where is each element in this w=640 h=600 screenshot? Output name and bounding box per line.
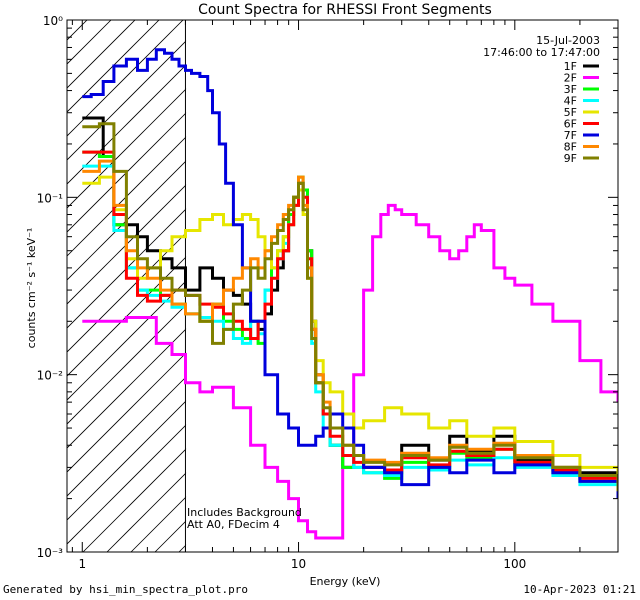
y-tick-label: 10⁻¹ bbox=[37, 191, 64, 205]
y-axis-label: counts cm⁻² s⁻¹ keV⁻¹ bbox=[25, 228, 38, 349]
hatch-line bbox=[67, 20, 232, 185]
y-tick-label: 10⁻³ bbox=[37, 546, 64, 560]
hatch-line bbox=[67, 20, 184, 137]
x-tick-label: 100 bbox=[503, 557, 526, 571]
hatch-line bbox=[0, 0, 91, 552]
legend-label-9f: 9F bbox=[564, 152, 577, 165]
time-range-label: 17:46:00 to 17:47:00 bbox=[483, 46, 600, 59]
hatched-region bbox=[0, 0, 618, 552]
plot-frame bbox=[66, 19, 619, 553]
series-line-7f bbox=[82, 48, 618, 499]
hatch-line bbox=[67, 20, 88, 41]
legend-label-8f: 8F bbox=[564, 141, 577, 154]
chart-title: Count Spectra for RHESSI Front Segments bbox=[198, 2, 492, 18]
y-tick-label: 10⁰ bbox=[43, 14, 63, 28]
legend-label-1f: 1F bbox=[564, 60, 577, 73]
hatch-line bbox=[67, 20, 160, 113]
annotation-background: Includes Background bbox=[187, 506, 302, 519]
x-tick-label: 1 bbox=[78, 557, 86, 571]
hatch-line bbox=[67, 20, 208, 161]
footer-timestamp: 10-Apr-2023 01:21 bbox=[523, 583, 636, 596]
legend-label-2f: 2F bbox=[564, 72, 577, 85]
x-tick-label: 10 bbox=[291, 557, 306, 571]
y-tick-labels: 10⁰ 10⁻¹ 10⁻² 10⁻³ bbox=[37, 14, 64, 560]
footer-generated-by: Generated by hsi_min_spectra_plot.pro bbox=[3, 583, 249, 596]
annotation-attenuator: Att A0, FDecim 4 bbox=[187, 518, 280, 531]
x-axis-label: Energy (keV) bbox=[310, 575, 381, 588]
date-label: 15-Jul-2003 bbox=[536, 34, 600, 47]
legend-label-7f: 7F bbox=[564, 129, 577, 142]
legend-label-3f: 3F bbox=[564, 83, 577, 96]
series-line-9f bbox=[82, 122, 618, 492]
series-layer bbox=[82, 48, 618, 540]
x-tick-labels: 1 10 100 bbox=[78, 557, 526, 571]
hatch-line bbox=[67, 20, 136, 89]
legend-label-5f: 5F bbox=[564, 106, 577, 119]
series-line-2f bbox=[82, 203, 618, 540]
legend-label-4f: 4F bbox=[564, 95, 577, 108]
y-tick-label: 10⁻² bbox=[37, 369, 64, 383]
legend-label-6f: 6F bbox=[564, 118, 577, 131]
